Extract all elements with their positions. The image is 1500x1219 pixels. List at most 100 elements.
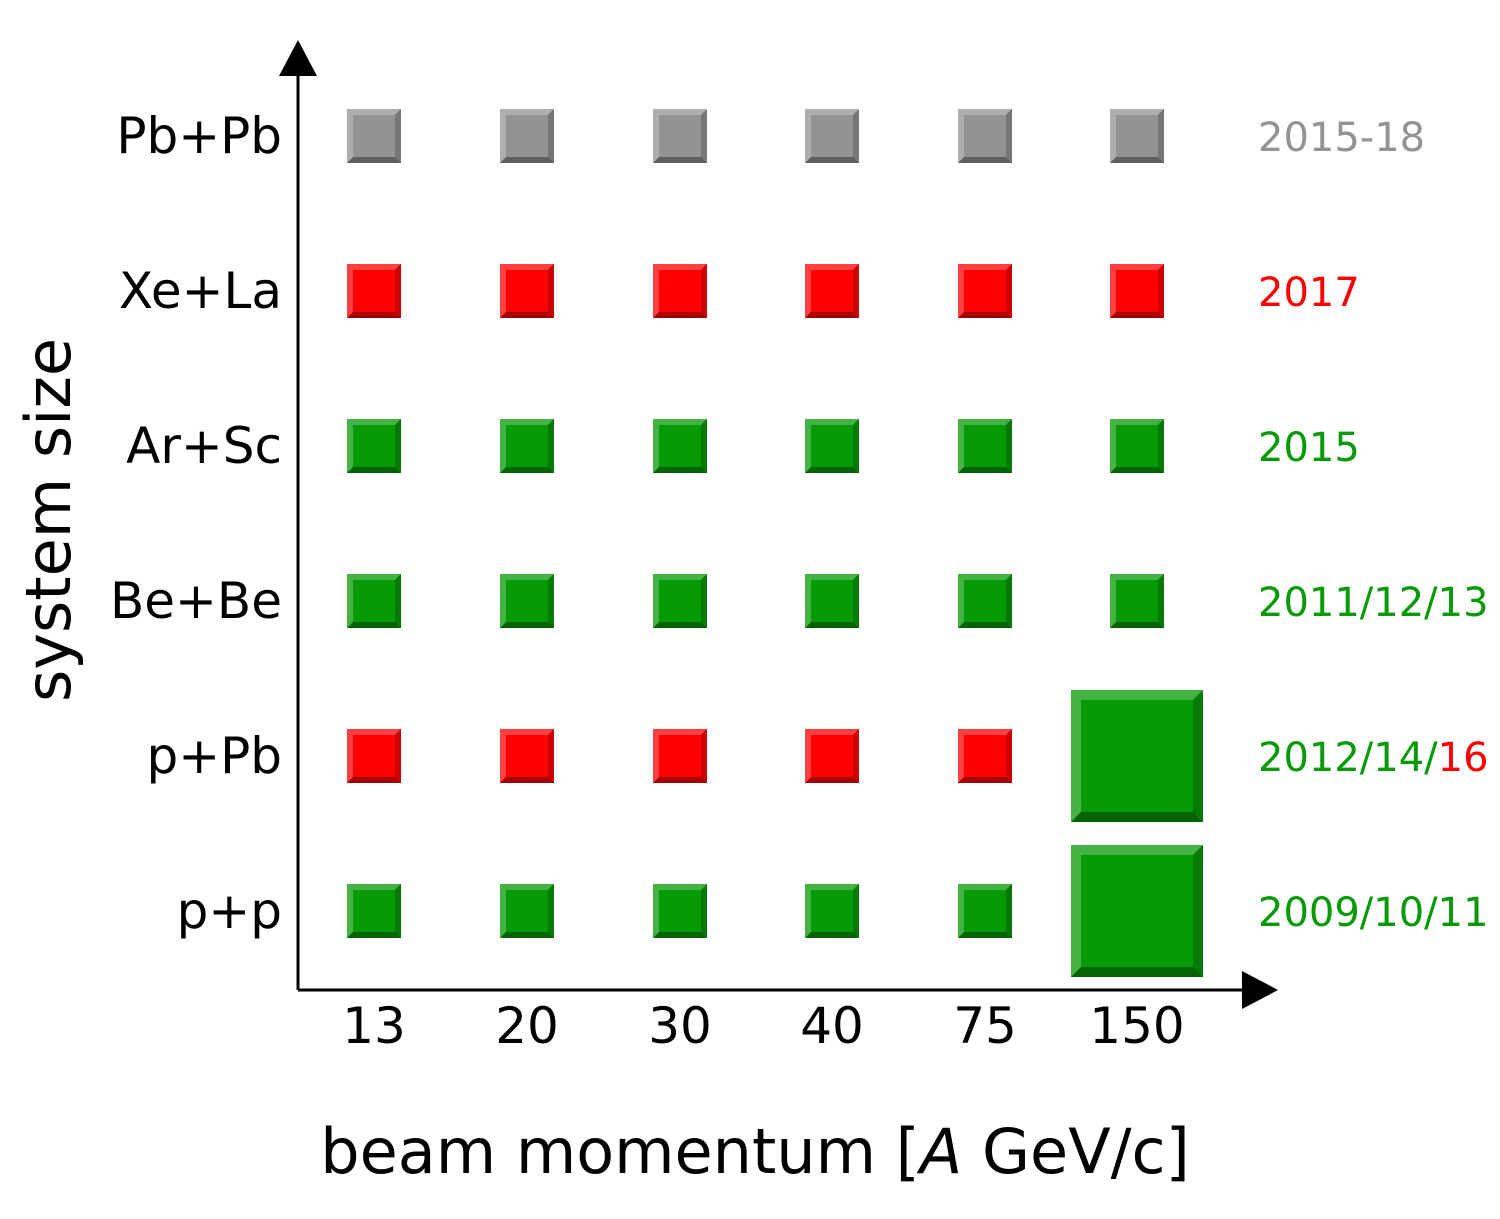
point-p-p-13 bbox=[347, 884, 401, 938]
point-xe-la-75-shadow bbox=[1006, 264, 1012, 318]
year-label-part: 2009/10/11 bbox=[1258, 890, 1489, 936]
point-p-pb-150 bbox=[1071, 690, 1203, 822]
point-xe-la-150 bbox=[1110, 264, 1164, 318]
point-pb-pb-13-face bbox=[353, 115, 395, 157]
point-be-be-13 bbox=[347, 574, 401, 628]
y-axis-arrow bbox=[279, 40, 317, 76]
point-xe-la-30 bbox=[653, 264, 707, 318]
x-tick-label: 30 bbox=[648, 997, 712, 1055]
x-tick-label: 75 bbox=[953, 997, 1017, 1055]
year-label-part: 2015 bbox=[1258, 425, 1360, 471]
point-xe-la-30-highlight bbox=[653, 264, 707, 318]
point-ar-sc-20 bbox=[500, 419, 554, 473]
point-p-pb-40-face bbox=[811, 735, 853, 777]
point-pb-pb-75-shadow bbox=[1006, 109, 1012, 163]
point-p-p-13-shadow bbox=[395, 884, 401, 938]
point-xe-la-20-highlight bbox=[500, 264, 554, 318]
point-ar-sc-20-highlight bbox=[500, 419, 554, 473]
point-p-pb-75 bbox=[958, 729, 1012, 783]
point-pb-pb-75-face bbox=[964, 115, 1006, 157]
point-ar-sc-30-shadow bbox=[701, 419, 707, 473]
point-xe-la-40-shadow bbox=[853, 264, 859, 318]
point-xe-la-13-shadow bbox=[395, 264, 401, 318]
point-p-p-30-shadow bbox=[701, 884, 707, 938]
year-label-part: 2011/12/13 bbox=[1258, 580, 1489, 626]
point-be-be-40-face bbox=[811, 580, 853, 622]
point-pb-pb-30-highlight bbox=[653, 109, 707, 163]
point-pb-pb-30-face bbox=[659, 115, 701, 157]
point-ar-sc-13 bbox=[347, 419, 401, 473]
point-be-be-13-face bbox=[353, 580, 395, 622]
point-p-p-150-face bbox=[1081, 855, 1193, 967]
point-ar-sc-40-face bbox=[811, 425, 853, 467]
point-pb-pb-150-face bbox=[1116, 115, 1158, 157]
point-p-pb-150-face bbox=[1081, 700, 1193, 812]
point-xe-la-150-shadow bbox=[1158, 264, 1164, 318]
point-pb-pb-75 bbox=[958, 109, 1012, 163]
point-p-p-75 bbox=[958, 884, 1012, 938]
point-pb-pb-13-highlight bbox=[347, 109, 401, 163]
x-axis-title-part: beam momentum [ bbox=[320, 1115, 920, 1188]
point-be-be-30-shadow bbox=[701, 574, 707, 628]
point-ar-sc-75-shadow bbox=[1006, 419, 1012, 473]
year-label: 2017 bbox=[1258, 270, 1360, 316]
year-label-part: 2015-18 bbox=[1258, 115, 1425, 161]
point-be-be-150-shadow bbox=[1158, 574, 1164, 628]
point-p-p-150 bbox=[1071, 845, 1203, 977]
point-pb-pb-150-highlight bbox=[1110, 109, 1164, 163]
point-be-be-150-face bbox=[1116, 580, 1158, 622]
point-xe-la-150-highlight bbox=[1110, 264, 1164, 318]
year-label: 2015-18 bbox=[1258, 115, 1425, 161]
point-p-p-20-shadow bbox=[548, 884, 554, 938]
point-pb-pb-150 bbox=[1110, 109, 1164, 163]
point-p-p-40-face bbox=[811, 890, 853, 932]
point-p-pb-75-face bbox=[964, 735, 1006, 777]
x-tick-label: 40 bbox=[800, 997, 864, 1055]
x-tick-label: 150 bbox=[1089, 997, 1184, 1055]
point-p-p-30-face bbox=[659, 890, 701, 932]
point-xe-la-13 bbox=[347, 264, 401, 318]
point-p-pb-20-shadow bbox=[548, 729, 554, 783]
point-p-p-150-shadow bbox=[1193, 845, 1203, 977]
point-be-be-30-face bbox=[659, 580, 701, 622]
point-be-be-20-face bbox=[506, 580, 548, 622]
point-ar-sc-40-shadow bbox=[853, 419, 859, 473]
point-p-pb-30-face bbox=[659, 735, 701, 777]
point-p-pb-150-shadow bbox=[1193, 690, 1203, 822]
point-be-be-75 bbox=[958, 574, 1012, 628]
point-be-be-20-shadow bbox=[548, 574, 554, 628]
point-pb-pb-75-highlight bbox=[958, 109, 1012, 163]
x-axis-title-part: A bbox=[916, 1115, 962, 1188]
point-p-pb-13-highlight bbox=[347, 729, 401, 783]
point-pb-pb-40-shadow bbox=[853, 109, 859, 163]
point-be-be-75-shadow bbox=[1006, 574, 1012, 628]
point-ar-sc-20-face bbox=[506, 425, 548, 467]
point-ar-sc-40 bbox=[805, 419, 859, 473]
point-p-pb-30 bbox=[653, 729, 707, 783]
point-ar-sc-13-shadow bbox=[395, 419, 401, 473]
point-be-be-40 bbox=[805, 574, 859, 628]
year-label: 2012/14/16 bbox=[1258, 735, 1489, 781]
point-be-be-30 bbox=[653, 574, 707, 628]
point-pb-pb-13 bbox=[347, 109, 401, 163]
y-tick-label: Xe+La bbox=[119, 262, 282, 320]
point-p-pb-13-shadow bbox=[395, 729, 401, 783]
point-xe-la-20 bbox=[500, 264, 554, 318]
point-xe-la-13-face bbox=[353, 270, 395, 312]
point-p-pb-13-face bbox=[353, 735, 395, 777]
point-ar-sc-150-shadow bbox=[1158, 419, 1164, 473]
point-ar-sc-20-shadow bbox=[548, 419, 554, 473]
point-ar-sc-75-highlight bbox=[958, 419, 1012, 473]
point-pb-pb-20-highlight bbox=[500, 109, 554, 163]
point-p-pb-20 bbox=[500, 729, 554, 783]
point-ar-sc-150-face bbox=[1116, 425, 1158, 467]
x-axis-title: beam momentum [A GeV/c] bbox=[320, 1115, 1190, 1188]
point-p-p-30 bbox=[653, 884, 707, 938]
point-xe-la-75 bbox=[958, 264, 1012, 318]
point-xe-la-150-face bbox=[1116, 270, 1158, 312]
point-pb-pb-20-shadow bbox=[548, 109, 554, 163]
point-be-be-13-highlight bbox=[347, 574, 401, 628]
year-label: 2011/12/13 bbox=[1258, 580, 1489, 626]
point-ar-sc-13-face bbox=[353, 425, 395, 467]
